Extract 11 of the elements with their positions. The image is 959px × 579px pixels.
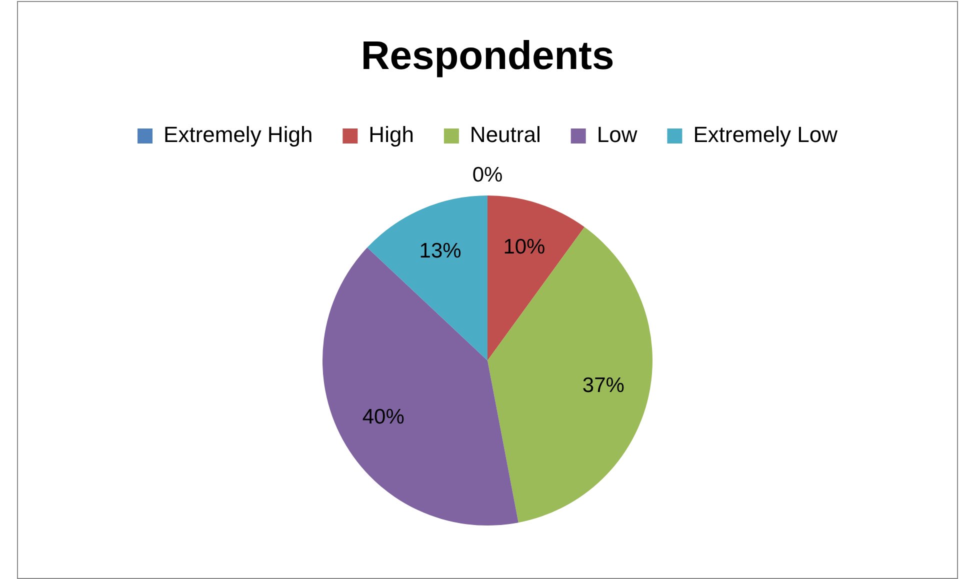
legend-label: Extremely Low [693,122,838,148]
legend-label: Extremely High [164,122,313,148]
data-label: 10% [503,235,546,258]
legend-label: Neutral [470,122,541,148]
data-label: 13% [419,239,462,262]
legend-label: Low [596,122,638,148]
legend-label: High [368,122,414,148]
text: 0% [472,163,503,186]
data-label: 40% [362,406,404,429]
data-label: 37% [582,374,624,398]
chart-title: Respondents [360,34,614,78]
